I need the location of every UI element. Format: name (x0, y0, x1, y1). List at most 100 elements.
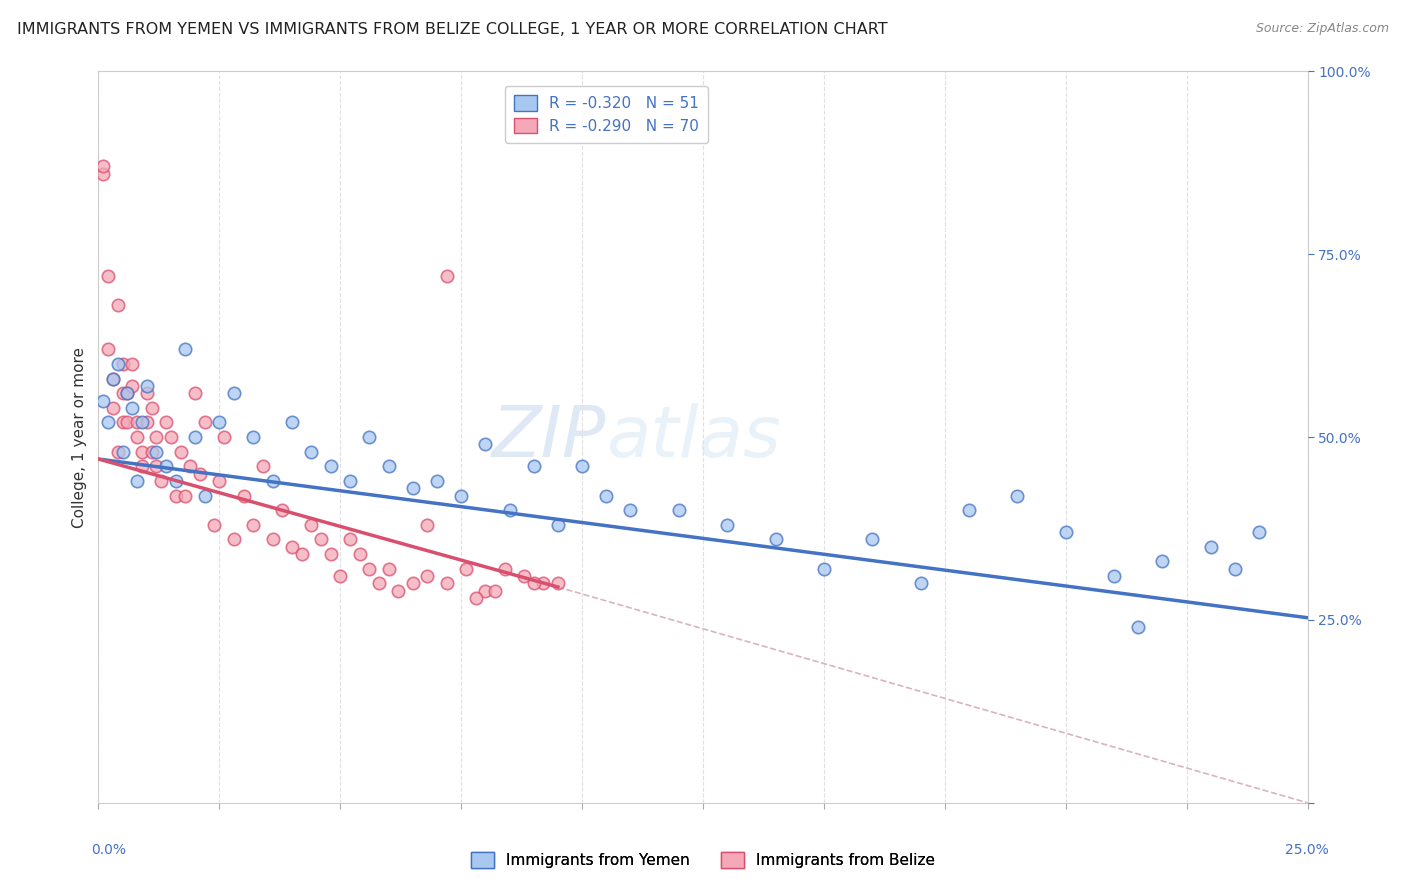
Point (111, 444, 134, 458)
Point (359, 562, 381, 576)
Point (319, 459, 342, 474)
Point (1054, 525, 1077, 540)
Point (1128, 620, 1150, 634)
Point (212, 430, 235, 444)
Point (1249, 525, 1271, 540)
Legend: R = -0.320   N = 51, R = -0.290   N = 70: R = -0.320 N = 51, R = -0.290 N = 70 (505, 87, 709, 143)
Point (160, 430, 183, 444)
Point (498, 503, 520, 517)
Point (426, 474, 449, 488)
Point (668, 503, 690, 517)
Point (184, 430, 207, 444)
Point (179, 459, 201, 474)
Point (813, 562, 835, 576)
Text: IMMIGRANTS FROM YEMEN VS IMMIGRANTS FROM BELIZE COLLEGE, 1 YEAR OR MORE CORRELAT: IMMIGRANTS FROM YEMEN VS IMMIGRANTS FROM… (17, 22, 887, 37)
Point (107, 444, 129, 458)
Point (131, 459, 153, 474)
Point (957, 503, 980, 517)
Point (208, 416, 231, 430)
Point (91, 160, 114, 174)
Point (571, 459, 593, 474)
Point (222, 386, 245, 401)
Point (117, 386, 139, 401)
Point (474, 437, 496, 451)
Point (595, 489, 617, 503)
Point (165, 474, 187, 488)
Point (194, 489, 217, 503)
Point (450, 489, 472, 503)
Point (101, 371, 124, 385)
Point (271, 503, 294, 517)
Point (368, 576, 391, 591)
Point (111, 386, 134, 401)
Point (145, 444, 167, 458)
Point (1102, 569, 1125, 583)
Point (91, 167, 114, 181)
Point (169, 444, 191, 458)
Point (1223, 562, 1246, 576)
Point (111, 357, 134, 371)
Point (494, 562, 516, 576)
Point (184, 386, 207, 401)
Point (484, 583, 506, 598)
Point (1199, 540, 1222, 554)
Point (281, 416, 304, 430)
Point (101, 401, 124, 415)
Point (135, 379, 157, 393)
Point (174, 343, 197, 357)
Point (619, 503, 641, 517)
Point (222, 533, 245, 547)
Point (547, 576, 569, 591)
Point (121, 357, 143, 371)
Text: 0.0%: 0.0% (91, 843, 127, 857)
Point (860, 533, 883, 547)
Point (339, 474, 361, 488)
Point (242, 430, 264, 444)
Point (131, 444, 153, 458)
Point (127, 474, 149, 488)
Point (174, 489, 197, 503)
Point (513, 569, 536, 583)
Point (135, 416, 157, 430)
Point (155, 459, 177, 474)
Point (97, 416, 120, 430)
Point (107, 298, 129, 312)
Point (387, 583, 409, 598)
Point (204, 517, 226, 532)
Text: atlas: atlas (606, 402, 780, 472)
Point (547, 517, 569, 532)
Text: ZIP: ZIP (492, 402, 606, 472)
Point (765, 533, 787, 547)
Point (101, 371, 124, 385)
Point (121, 401, 143, 415)
Point (121, 379, 143, 393)
Point (107, 357, 129, 371)
Point (329, 569, 352, 583)
Point (309, 533, 332, 547)
Point (188, 467, 211, 481)
Point (117, 416, 139, 430)
Point (377, 562, 399, 576)
Point (523, 459, 546, 474)
Point (416, 569, 439, 583)
Point (402, 481, 425, 495)
Point (349, 547, 371, 561)
Point (416, 517, 439, 532)
Point (252, 459, 274, 474)
Point (290, 547, 312, 561)
Point (1152, 554, 1174, 568)
Text: Source: ZipAtlas.com: Source: ZipAtlas.com (1256, 22, 1389, 36)
Point (402, 576, 425, 591)
Point (359, 430, 381, 444)
Y-axis label: College, 1 year or more: College, 1 year or more (72, 347, 87, 527)
Point (131, 416, 153, 430)
Point (194, 416, 217, 430)
Point (155, 416, 177, 430)
Point (127, 430, 149, 444)
Point (97, 269, 120, 284)
Point (97, 343, 120, 357)
Point (1007, 489, 1029, 503)
Point (165, 489, 187, 503)
Point (208, 474, 231, 488)
Point (111, 416, 134, 430)
